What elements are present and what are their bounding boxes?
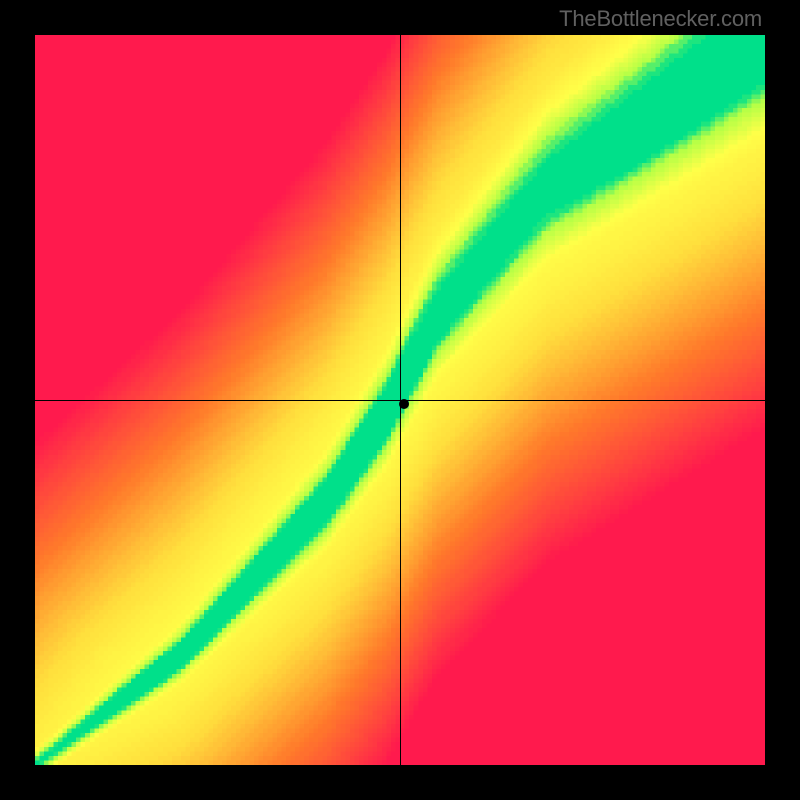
chart-frame: { "canvas": { "width": 800, "height": 80… — [0, 0, 800, 800]
watermark-text: TheBottlenecker.com — [559, 6, 762, 32]
heatmap-plot — [35, 35, 765, 765]
center-marker — [399, 399, 409, 409]
